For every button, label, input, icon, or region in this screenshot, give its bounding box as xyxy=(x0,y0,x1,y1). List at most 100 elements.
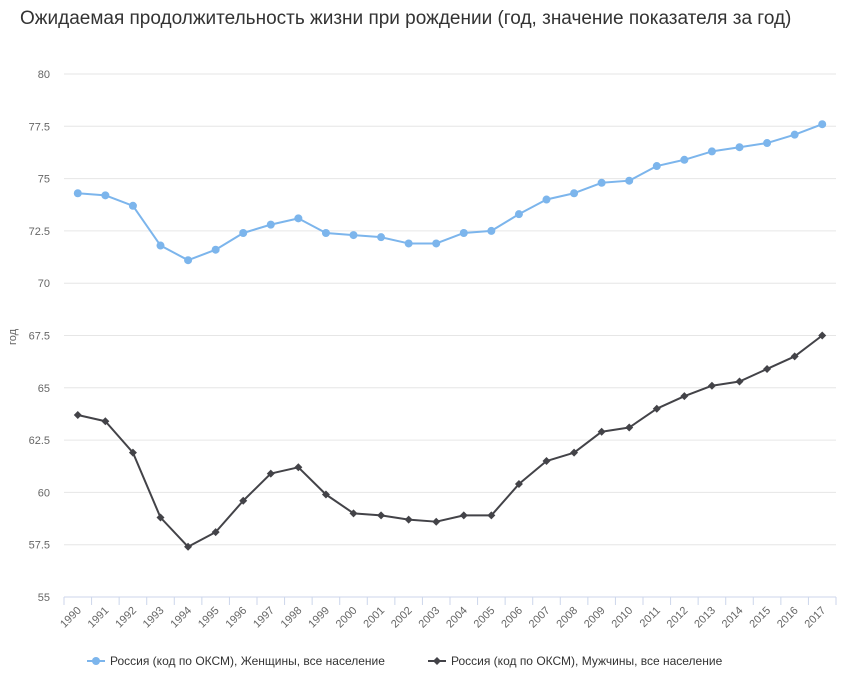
legend-item-men[interactable]: Россия (код по ОКСМ), Мужчины, все насел… xyxy=(428,654,722,668)
data-point xyxy=(597,427,606,436)
series-line-men xyxy=(77,334,823,548)
data-point xyxy=(514,480,523,489)
line-chart: 80 77.5 75 72.5 70 67.5 65 62.5 60 57.5 55 1990 1991… xyxy=(7,69,837,631)
x-tick-label: 2003 xyxy=(417,605,443,631)
data-point xyxy=(101,191,110,200)
legend: Россия (код по ОКСМ), Женщины, все насел… xyxy=(0,654,851,674)
data-point xyxy=(570,448,579,457)
y-axis-label: год xyxy=(7,328,19,345)
circle-marker-icon xyxy=(87,657,105,665)
data-point xyxy=(211,245,220,254)
x-tick-label: 1999 xyxy=(306,605,332,631)
y-tick-label: 75 xyxy=(38,174,50,186)
data-point xyxy=(404,239,413,248)
x-tick-label: 1997 xyxy=(251,605,277,631)
data-point xyxy=(156,241,165,250)
data-point xyxy=(128,448,137,457)
data-point xyxy=(625,176,634,185)
x-tick-label: 2010 xyxy=(610,605,636,631)
x-tick-label: 2008 xyxy=(554,605,580,631)
x-tick-label: 1993 xyxy=(141,605,167,631)
data-point xyxy=(211,528,220,537)
data-point xyxy=(73,189,82,198)
x-tick-label: 2000 xyxy=(334,605,360,631)
x-tick-label: 1998 xyxy=(279,605,305,631)
data-point xyxy=(735,377,744,386)
data-point xyxy=(790,130,799,139)
series-lines xyxy=(77,123,823,548)
x-tick-label: 2016 xyxy=(775,605,801,631)
data-point xyxy=(266,469,275,478)
data-point xyxy=(597,178,606,187)
data-point xyxy=(625,423,634,432)
data-point xyxy=(321,490,330,499)
data-point xyxy=(790,352,799,361)
data-point xyxy=(680,155,689,164)
data-point xyxy=(432,517,441,526)
data-point xyxy=(294,214,303,223)
x-tick-label: 2017 xyxy=(803,605,829,631)
x-tick-label: 2002 xyxy=(389,605,415,631)
data-point xyxy=(680,392,689,401)
x-tick-label: 1995 xyxy=(196,605,222,631)
x-tick-label: 1996 xyxy=(224,605,250,631)
x-tick-label: 1990 xyxy=(58,605,84,631)
data-point xyxy=(184,542,193,551)
data-point xyxy=(487,226,496,235)
diamond-marker-icon xyxy=(428,657,446,665)
x-tick-label: 2006 xyxy=(499,605,525,631)
data-point xyxy=(707,381,716,390)
y-tick-label: 67.5 xyxy=(29,331,50,343)
data-point xyxy=(377,511,386,520)
data-point xyxy=(652,404,661,413)
x-tick-label: 2015 xyxy=(747,605,773,631)
data-point xyxy=(459,228,468,237)
data-point xyxy=(514,210,523,219)
y-tick-label: 80 xyxy=(38,69,50,81)
data-point xyxy=(321,228,330,237)
data-point xyxy=(652,162,661,171)
data-point xyxy=(818,120,827,129)
y-tick-label: 77.5 xyxy=(29,121,50,133)
y-tick-label: 60 xyxy=(38,487,50,499)
x-tick-label: 2012 xyxy=(665,605,691,631)
series-line-women xyxy=(77,123,823,262)
data-point xyxy=(349,231,358,240)
data-point xyxy=(404,515,413,524)
legend-label-women: Россия (код по ОКСМ), Женщины, все насел… xyxy=(110,654,385,668)
x-tick-label: 2014 xyxy=(720,605,746,631)
x-tick-label: 2005 xyxy=(472,605,498,631)
legend-item-women[interactable]: Россия (код по ОКСМ), Женщины, все насел… xyxy=(87,654,385,668)
data-point xyxy=(377,233,386,242)
data-point xyxy=(432,239,441,248)
x-tick-label: 2004 xyxy=(444,605,470,631)
x-tick-label: 1992 xyxy=(113,605,139,631)
data-point xyxy=(349,509,358,518)
data-point xyxy=(156,513,165,522)
x-tick-label: 2007 xyxy=(527,605,553,631)
y-tick-label: 65 xyxy=(38,383,50,395)
data-point xyxy=(73,410,82,419)
data-point xyxy=(184,256,193,265)
data-point xyxy=(101,417,110,426)
data-point xyxy=(239,496,248,505)
data-point xyxy=(707,147,716,156)
data-point xyxy=(763,139,772,148)
data-point xyxy=(542,457,551,466)
legend-label-men: Россия (код по ОКСМ), Мужчины, все насел… xyxy=(451,654,723,668)
y-tick-label: 72.5 xyxy=(29,226,50,238)
y-tick-label: 62.5 xyxy=(29,435,50,447)
data-point xyxy=(570,189,579,198)
data-point xyxy=(542,195,551,204)
data-point xyxy=(763,364,772,373)
data-point xyxy=(266,220,275,229)
y-tick-label: 70 xyxy=(38,278,50,290)
data-point xyxy=(487,511,496,520)
x-tick-label: 2001 xyxy=(361,605,387,631)
data-point xyxy=(239,228,248,237)
data-point xyxy=(459,511,468,520)
x-tick-label: 2009 xyxy=(582,605,608,631)
data-point xyxy=(128,201,137,210)
x-tick-label: 1991 xyxy=(86,605,112,631)
y-tick-label: 55 xyxy=(38,592,50,604)
